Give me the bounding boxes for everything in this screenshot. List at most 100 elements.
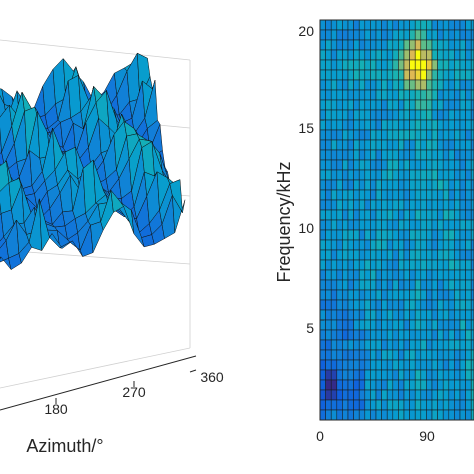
heatmap-cell <box>342 269 349 281</box>
heatmap-cell <box>442 89 450 101</box>
heatmap-cell <box>336 309 343 321</box>
heatmap-cell <box>470 79 474 91</box>
heatmap-cell <box>370 359 377 371</box>
heatmap-cell <box>347 319 354 331</box>
heatmap-cell <box>342 229 349 241</box>
heatmap-cell <box>420 309 427 321</box>
heatmap-cell <box>358 389 366 401</box>
heatmap-cell <box>448 299 455 311</box>
heatmap-cell <box>336 19 343 31</box>
heatmap-cell <box>392 79 399 91</box>
heatmap-cell <box>325 59 332 71</box>
heatmap-cell <box>454 299 461 311</box>
heatmap-cell <box>448 19 455 31</box>
heatmap-cell <box>375 159 382 171</box>
heatmap-cell <box>370 229 377 241</box>
heatmap-cell <box>336 329 343 341</box>
heatmap-cell <box>375 199 382 211</box>
heatmap-cell <box>336 189 343 201</box>
heatmap-cell <box>442 99 450 111</box>
heatmap-cell <box>386 349 394 361</box>
heatmap-cell <box>375 269 382 281</box>
heatmap-cell <box>353 19 360 31</box>
heatmap-cell <box>470 339 474 351</box>
heatmap-cell <box>364 289 371 301</box>
heatmap-cell <box>426 249 433 261</box>
heatmap-cell <box>459 79 466 91</box>
heatmap-cell <box>336 299 343 311</box>
heatmap-cell <box>342 369 349 381</box>
heatmap-cell <box>353 249 360 261</box>
heatmap-cell <box>330 39 338 51</box>
heatmap-cell <box>347 389 354 401</box>
heatmap-cell <box>442 169 450 181</box>
heatmap-cell <box>381 369 388 381</box>
heatmap-cell <box>409 229 416 241</box>
heatmap-cell <box>398 89 405 101</box>
azimuth-axis-line <box>0 355 197 411</box>
heatmap-cell <box>330 49 338 61</box>
heatmap-cell <box>336 349 343 361</box>
heatmap-cell <box>431 169 438 181</box>
heatmap-cell <box>431 279 438 291</box>
heatmap-cell <box>465 59 472 71</box>
heatmap-cell <box>426 379 433 391</box>
heatmap-cell <box>358 259 366 271</box>
heatmap-cell <box>403 219 410 231</box>
heatmap-cell <box>336 359 343 371</box>
heatmap-cell <box>420 129 427 141</box>
heatmap-cell <box>392 269 399 281</box>
heatmap-cell <box>330 199 338 211</box>
heatmap-cell <box>459 339 466 351</box>
heatmap-cell <box>336 209 343 221</box>
heatmap-cell <box>392 169 399 181</box>
heatmap-cell <box>414 359 422 371</box>
heatmap-cell <box>403 249 410 261</box>
heatmap-cell <box>437 219 444 231</box>
heatmap-cell <box>347 279 354 291</box>
heatmap-cell <box>386 159 394 171</box>
heatmap-cell <box>353 359 360 371</box>
heatmap-cell <box>420 359 427 371</box>
heatmap-cell <box>470 189 474 201</box>
heatmap-cell <box>330 299 338 311</box>
heatmap-cell <box>442 269 450 281</box>
heatmap-cell <box>319 209 326 221</box>
heatmap-cell <box>364 39 371 51</box>
heatmap-cell <box>325 49 332 61</box>
heatmap-cell <box>375 79 382 91</box>
heatmap-cell <box>454 229 461 241</box>
heatmap-cell <box>409 179 416 191</box>
heatmap-cell <box>398 289 405 301</box>
heatmap-cell <box>398 19 405 31</box>
heatmap-cell <box>353 329 360 341</box>
heatmap-cell <box>409 399 416 411</box>
heatmap-cell <box>325 159 332 171</box>
heatmap-cell <box>319 319 326 331</box>
heatmap-cell <box>381 179 388 191</box>
heatmap-cell <box>319 179 326 191</box>
heatmap-cell <box>426 329 433 341</box>
heatmap-cell <box>470 229 474 241</box>
heatmap-cell <box>448 179 455 191</box>
heatmap-cell <box>375 249 382 261</box>
heatmap-cell <box>437 369 444 381</box>
heatmap-cell <box>347 369 354 381</box>
heatmap-cell <box>437 39 444 51</box>
heatmap-cell <box>358 409 366 421</box>
heatmap-cell <box>347 309 354 321</box>
heatmap-cell <box>398 259 405 271</box>
heatmap-cell <box>414 239 422 251</box>
heatmap-cell <box>465 359 472 371</box>
heatmap-cell <box>426 119 433 131</box>
heatmap-cell <box>386 289 394 301</box>
heatmap-cell <box>414 159 422 171</box>
heatmap-cell <box>358 99 366 111</box>
heatmap-cell <box>431 109 438 121</box>
heatmap-cell <box>375 119 382 131</box>
heatmap-cell <box>442 369 450 381</box>
heatmap-cell <box>319 149 326 161</box>
heatmap-cell <box>381 19 388 31</box>
heatmap-cell <box>398 39 405 51</box>
heatmap-cell <box>403 269 410 281</box>
